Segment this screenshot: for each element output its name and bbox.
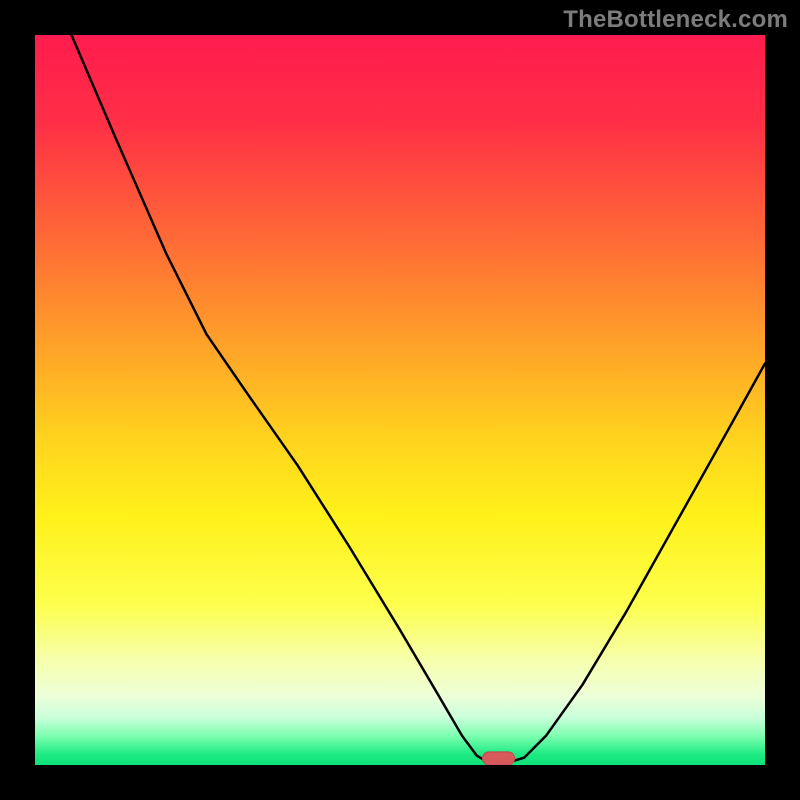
- frame-border-right: [765, 0, 800, 800]
- chart-frame: TheBottleneck.com: [0, 0, 800, 800]
- optimal-marker: [482, 752, 514, 765]
- chart-svg: [35, 35, 765, 765]
- watermark-text: TheBottleneck.com: [563, 6, 788, 34]
- frame-border-left: [0, 0, 35, 800]
- bottleneck-chart: [35, 35, 765, 765]
- chart-background: [35, 35, 765, 765]
- frame-border-bottom: [0, 765, 800, 800]
